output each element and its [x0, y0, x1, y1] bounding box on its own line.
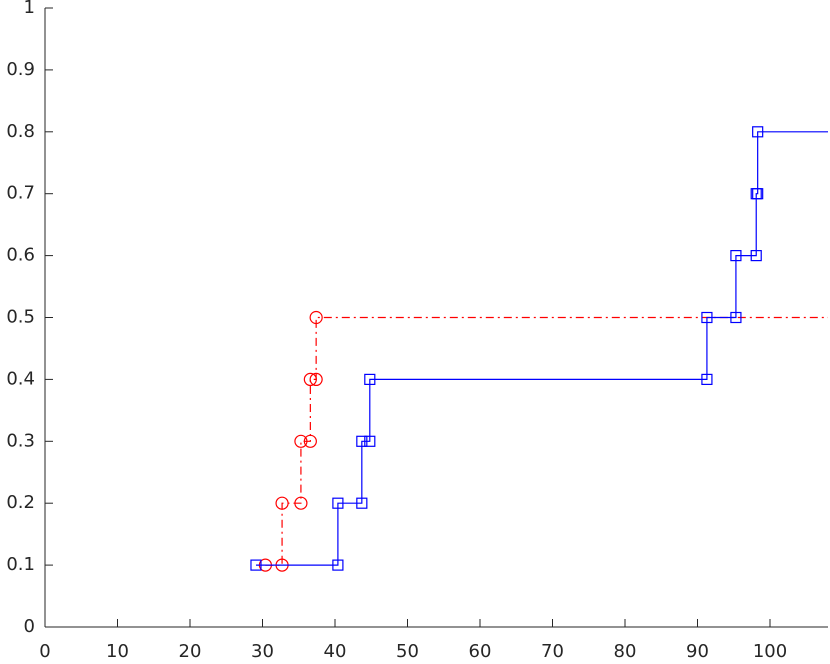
marker — [309, 310, 323, 325]
marker — [750, 250, 762, 262]
marker — [752, 188, 764, 200]
x-tick-label: 70 — [541, 641, 564, 662]
x-tick-label: 100 — [753, 641, 787, 662]
marker — [356, 435, 368, 447]
marker — [730, 311, 742, 324]
y-tick-label: 0.8 — [6, 121, 35, 142]
x-tick-label: 0 — [39, 641, 50, 662]
x-tick-label: 50 — [396, 641, 419, 662]
y-tick-label: 0.9 — [6, 59, 35, 80]
series-line — [265, 316, 828, 566]
marker — [364, 435, 376, 447]
marker — [364, 373, 376, 385]
x-tick-label: 80 — [614, 641, 637, 662]
marker — [730, 250, 742, 262]
marker — [752, 126, 764, 138]
marker — [303, 434, 317, 448]
x-tick-label: 20 — [179, 641, 202, 662]
x-tick-label: 90 — [686, 641, 709, 662]
marker — [294, 434, 308, 448]
marker — [356, 497, 368, 509]
marker — [332, 497, 344, 509]
x-tick-label: 40 — [324, 641, 347, 662]
x-tick-label: 10 — [106, 641, 129, 662]
y-tick-label: 0.3 — [6, 430, 35, 451]
series-line — [255, 131, 828, 566]
marker — [701, 373, 713, 385]
y-tick-label: 0.7 — [6, 183, 35, 204]
y-tick-label: 0 — [24, 616, 35, 637]
marker — [309, 372, 323, 386]
marker — [701, 311, 713, 324]
marker — [294, 496, 308, 510]
y-tick-label: 0.2 — [6, 492, 35, 513]
y-tick-label: 0.4 — [6, 368, 35, 389]
y-tick-label: 1 — [24, 0, 35, 18]
x-tick-label: 60 — [469, 641, 492, 662]
y-tick-label: 0.1 — [6, 554, 35, 575]
marker — [303, 372, 317, 386]
y-tick-label: 0.6 — [6, 245, 35, 266]
y-tick-label: 0.5 — [6, 307, 35, 328]
marker — [275, 496, 289, 510]
marker — [250, 559, 262, 571]
x-tick-label: 30 — [251, 641, 274, 662]
marker — [332, 559, 344, 571]
